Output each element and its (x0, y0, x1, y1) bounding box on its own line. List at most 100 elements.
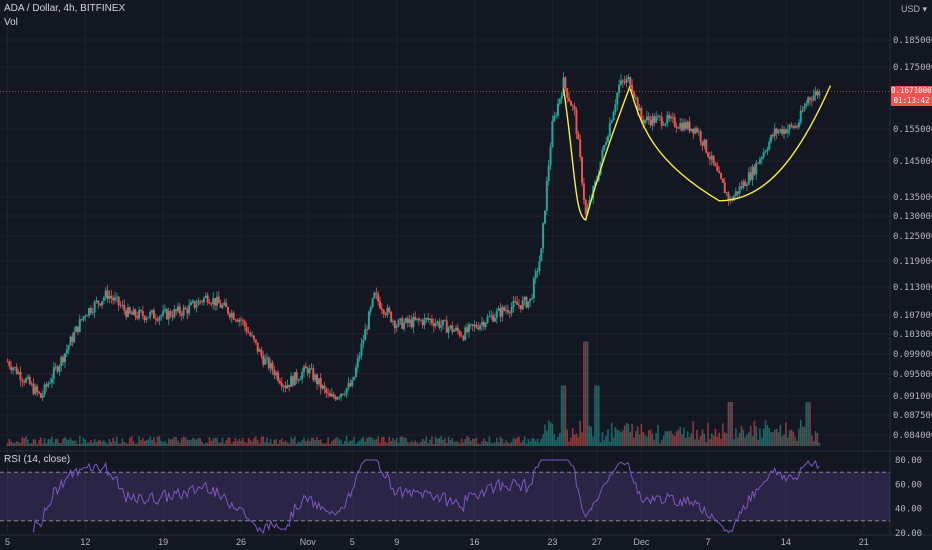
volume-bar (117, 443, 120, 446)
candle-body (662, 125, 665, 126)
volume-bar (60, 442, 63, 446)
volume-legend[interactable]: Vol (4, 17, 18, 28)
candle-body (138, 310, 141, 319)
price-axis[interactable]: 0.18500000 0.17500000 0.15500000 0.14500000… (893, 36, 932, 441)
candle-body (25, 378, 28, 383)
candle-body (78, 319, 81, 332)
volume-bar (45, 443, 48, 446)
volume-bar (811, 435, 813, 446)
candle-body (214, 298, 217, 306)
volume-bar (138, 436, 140, 446)
candle-body (742, 181, 745, 188)
volume-bar (110, 442, 113, 446)
volume-bar (712, 435, 715, 446)
candle-body (162, 310, 165, 316)
candle-body (720, 173, 723, 179)
volume-bar (544, 424, 546, 446)
volume-bar (112, 437, 114, 446)
volume-bar (512, 437, 515, 446)
candle-body (280, 383, 283, 387)
volume-bar (88, 442, 90, 446)
volume-bar (773, 429, 776, 446)
volume-bar (101, 441, 103, 446)
candle-body (649, 119, 652, 126)
volume-bar (549, 422, 552, 446)
volume-bar (673, 436, 676, 446)
symbol-legend[interactable]: ADA / Dollar, 4h, BITFINEX (4, 3, 126, 14)
rsi-legend[interactable]: RSI (14, close) (4, 454, 71, 465)
volume-bar (520, 442, 522, 446)
candle-body (516, 301, 519, 305)
currency-button[interactable]: USD ▾ (901, 4, 928, 15)
time-axis[interactable]: 5 12 19 26 Nov 5 9 16 23 27 Dec 7 14 21 (5, 537, 869, 547)
volume-bar (77, 443, 79, 446)
volume-bar (610, 422, 613, 446)
candle-body (240, 319, 243, 321)
volume-bar (505, 440, 507, 446)
volume-bar (622, 430, 624, 446)
volume-bar (742, 429, 745, 446)
candle-body (753, 166, 756, 175)
volume-bar (640, 424, 643, 446)
candle-body (721, 178, 724, 183)
volume-bar (331, 441, 333, 446)
candle-body (429, 318, 432, 320)
candle-body (651, 116, 654, 126)
candle-body (797, 122, 800, 128)
candle-body (547, 165, 550, 182)
volume-bar (527, 439, 530, 446)
volume-bar (607, 429, 609, 446)
volume-bar (177, 440, 179, 446)
price-tick-label: 0.13000000 (893, 212, 932, 222)
candle-body (636, 97, 639, 111)
candle-body (251, 335, 254, 337)
volume-bar (106, 443, 109, 446)
candle-body (76, 326, 79, 332)
candle-body (714, 163, 717, 167)
volume-bar (796, 440, 798, 446)
candle-body (104, 290, 107, 298)
candle-body (167, 311, 170, 320)
volume-bar (586, 341, 589, 446)
candle-body (241, 320, 244, 322)
volume-bar (216, 437, 218, 446)
volume-bar (273, 439, 276, 446)
volume-bar (201, 441, 203, 446)
volume-bar (786, 437, 789, 446)
volume-bar (382, 437, 385, 446)
candle-body (217, 296, 220, 304)
volume-bar (703, 433, 706, 446)
candle-body (562, 77, 565, 96)
candle-body (699, 131, 702, 142)
candle-body (151, 310, 154, 313)
candle-body (180, 313, 183, 316)
candle-body (725, 192, 728, 194)
volume-bar (681, 434, 683, 446)
candle-body (395, 326, 398, 329)
volume-bar (364, 441, 366, 446)
volume-bar (356, 441, 359, 446)
price-tick-label: 0.08750000 (893, 411, 932, 421)
volume-bar (62, 438, 64, 446)
candle-body (404, 318, 407, 323)
candle-body (123, 304, 126, 311)
candle-body (101, 301, 104, 306)
volume-bar (30, 442, 33, 446)
volume-bar (764, 420, 767, 446)
candle-body (484, 322, 487, 327)
candle-body (612, 111, 615, 121)
volume-bar (27, 439, 29, 446)
volume-bar (623, 425, 626, 446)
volume-bar (434, 436, 437, 446)
candle-body (577, 133, 580, 140)
candle-body (810, 99, 813, 101)
volume-bar (392, 438, 394, 446)
volume-bar (449, 439, 452, 446)
candle-body (603, 145, 606, 151)
volume-bar (140, 440, 142, 446)
volume-bar (573, 434, 576, 446)
volume-bar (770, 431, 772, 446)
candle-body (712, 155, 715, 164)
candle-body (477, 327, 480, 330)
